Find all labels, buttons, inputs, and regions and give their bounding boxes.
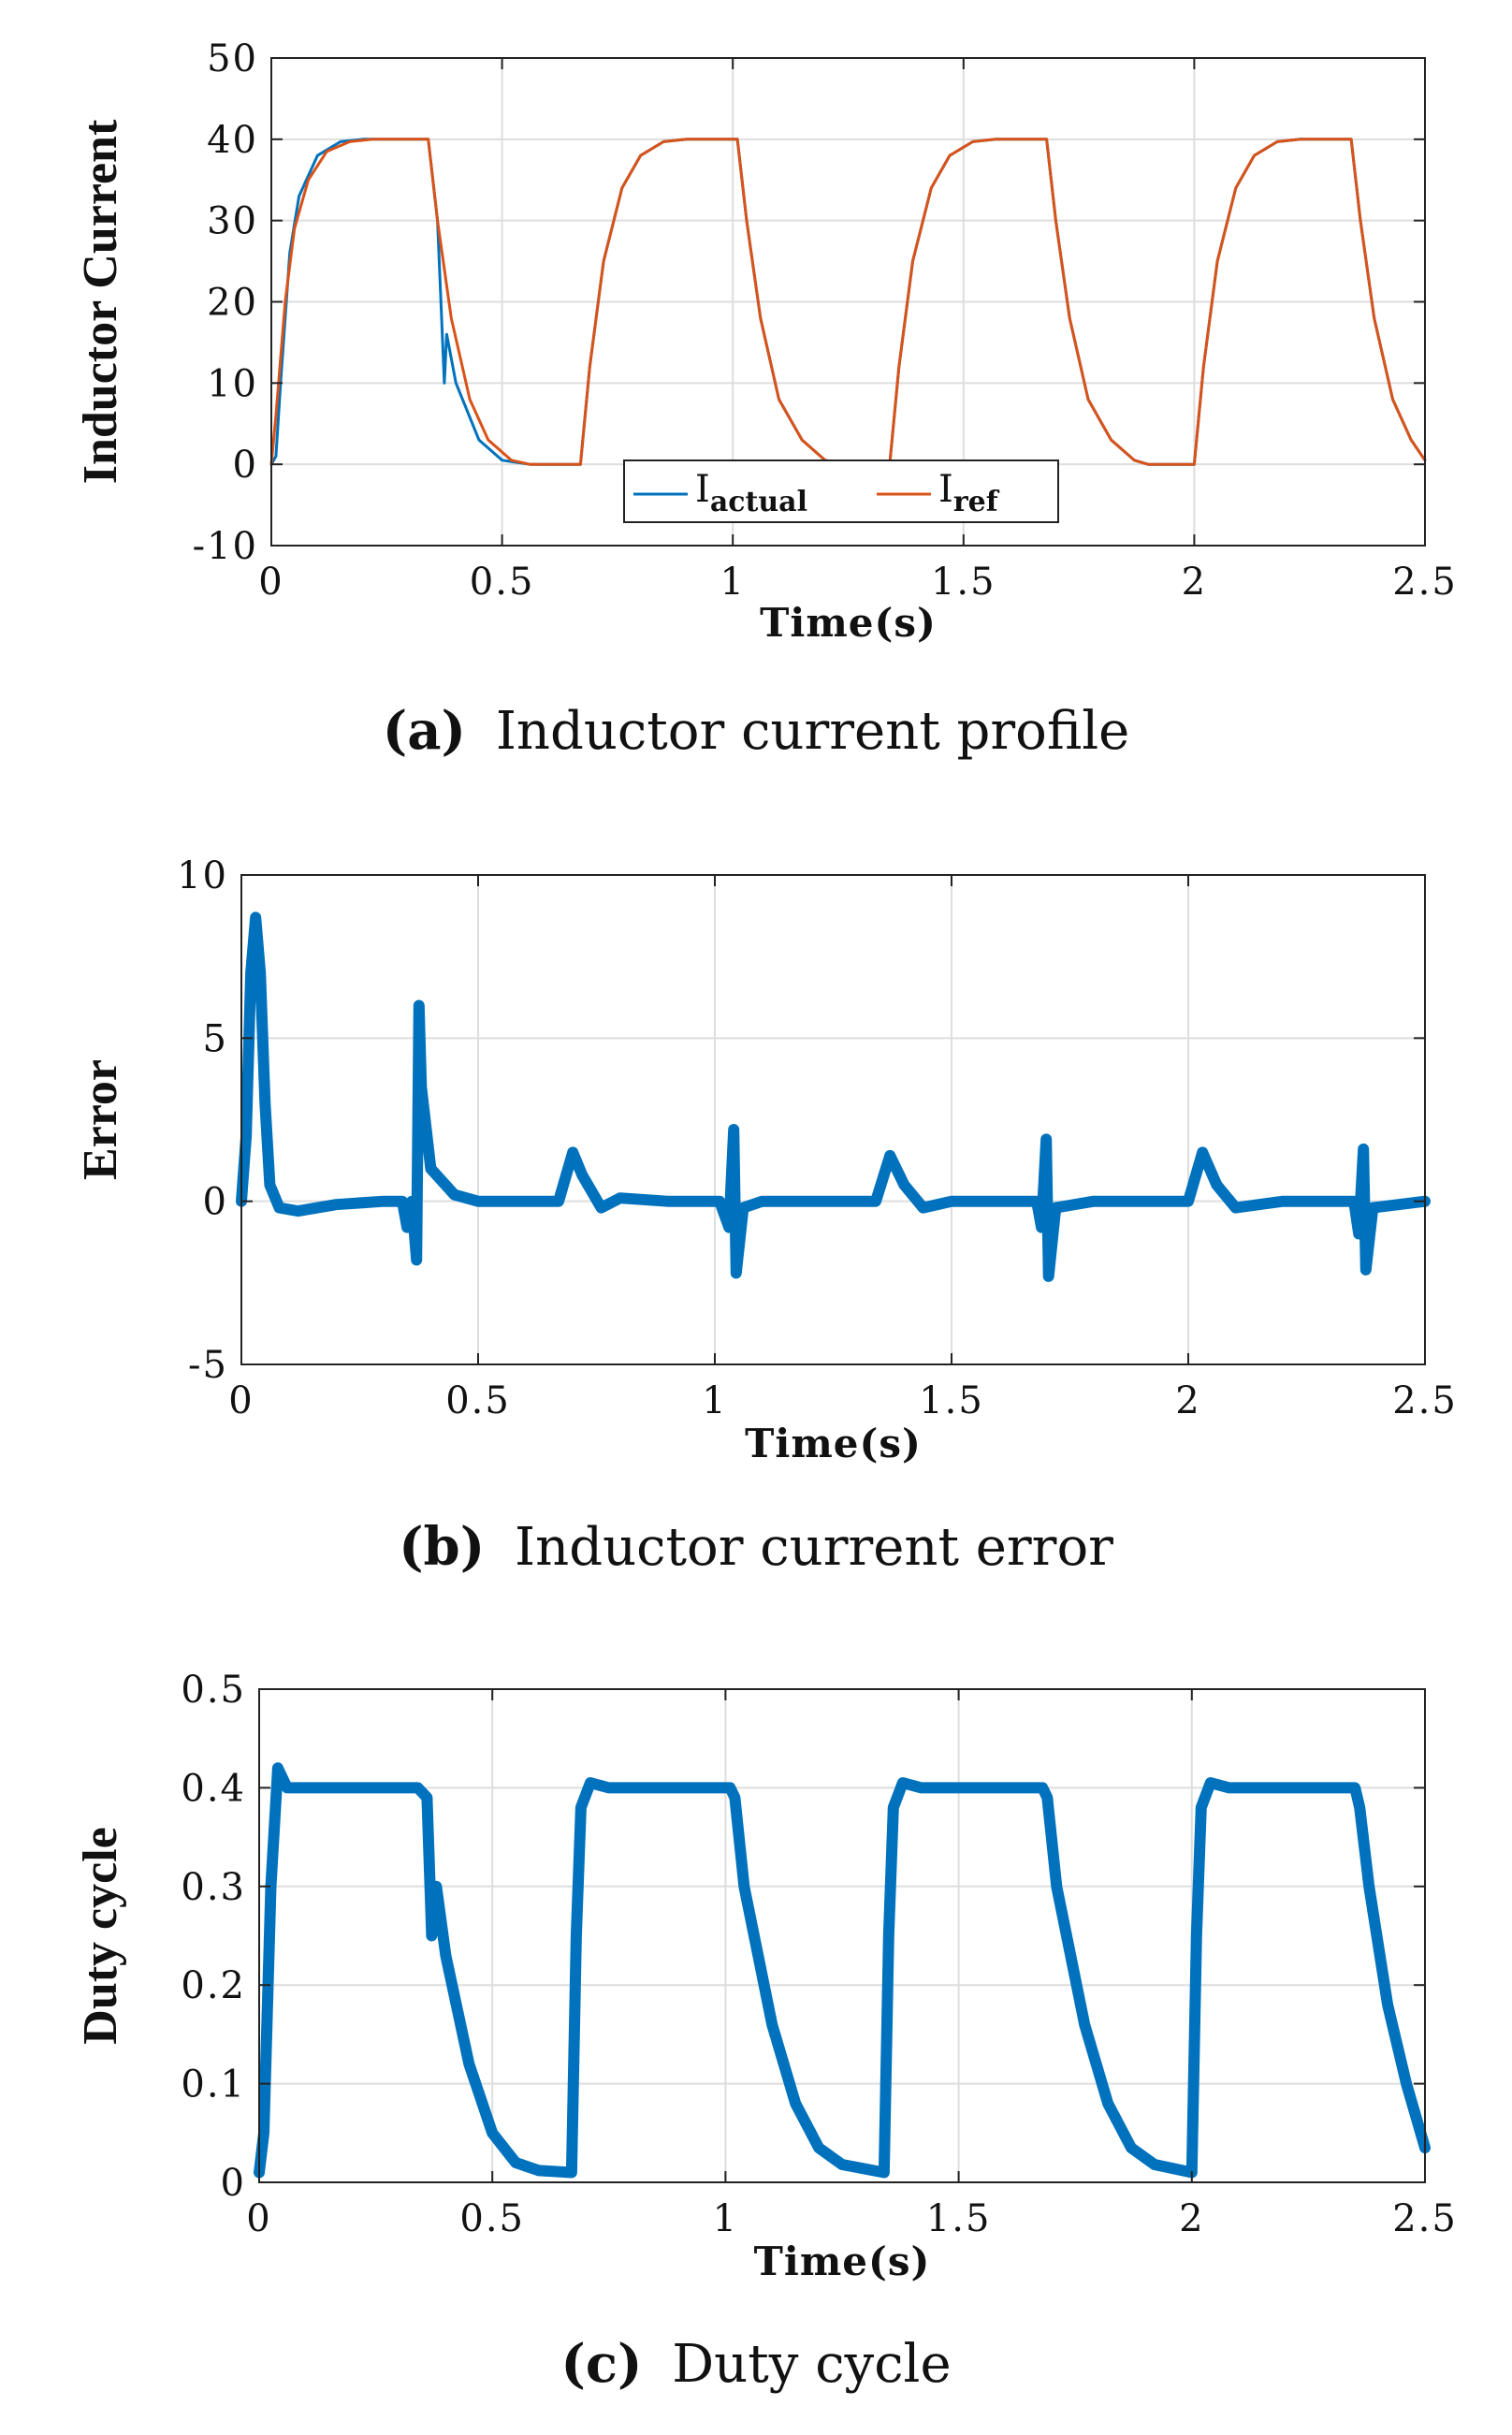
x-tick-label: 1.5 — [931, 561, 996, 604]
y-tick-label: 0.4 — [181, 1767, 246, 1810]
x-axis-label: Time(s) — [754, 2238, 931, 2284]
legend-sub: actual — [710, 486, 807, 518]
x-tick-label: 2 — [1182, 561, 1207, 604]
legend: Iactual Iref — [623, 459, 1059, 523]
y-tick-label: 30 — [207, 200, 258, 243]
axes-frame — [240, 874, 1426, 1365]
axes-frame — [258, 1688, 1426, 2183]
legend-sub: ref — [953, 486, 1000, 518]
legend-entry-actual: Iactual — [695, 468, 807, 518]
caption-tag: (b) — [399, 1516, 485, 1578]
x-tick-label: 0.5 — [445, 1379, 511, 1422]
caption: (c) Duty cycle — [560, 2333, 951, 2395]
caption-text: Inductor current error — [515, 1517, 1113, 1578]
x-tick-label: 2.5 — [1392, 1379, 1458, 1422]
legend-entry-ref: Iref — [938, 468, 1000, 518]
y-tick-label: 50 — [207, 37, 258, 80]
y-tick-label: 40 — [207, 119, 258, 162]
caption-tag: (a) — [383, 700, 466, 762]
y-tick-label: 0.1 — [181, 2063, 246, 2107]
legend-base: I — [938, 468, 953, 511]
legend-box — [623, 459, 1059, 523]
y-tick-label: -10 — [193, 525, 258, 568]
x-tick-label: 0 — [258, 561, 284, 604]
x-tick-label: 2 — [1175, 1379, 1200, 1422]
y-tick-label: 0 — [233, 444, 258, 487]
series-line-duty — [254, 1762, 1431, 2179]
series-line-error — [236, 911, 1431, 1282]
legend-base: I — [695, 468, 710, 511]
y-tick-label: 10 — [207, 362, 258, 405]
y-tick-label: -5 — [188, 1344, 228, 1387]
x-tick-label: 0.5 — [470, 561, 535, 604]
x-tick-label: 2.5 — [1392, 2197, 1458, 2240]
x-tick-label: 1 — [713, 2197, 738, 2240]
x-tick-label: 1 — [702, 1379, 727, 1422]
y-tick-label: 5 — [203, 1017, 228, 1060]
x-tick-label: 1 — [720, 561, 745, 604]
x-tick-label: 1.5 — [926, 2197, 992, 2240]
panel-c: 0 0.5 1 1.5 2 2.5 0 0.1 0.2 0.3 0.4 0.5 Time(s) Dut… — [74, 1669, 1458, 2395]
y-tick-label: 10 — [177, 854, 228, 897]
x-axis-label: Time(s) — [760, 600, 937, 646]
y-tick-label: 0.5 — [181, 1669, 246, 1712]
x-tick-label: 2 — [1179, 2197, 1204, 2240]
y-tick-label: 0 — [221, 2162, 246, 2205]
y-tick-label: 0.3 — [181, 1866, 246, 1909]
x-tick-label: 0 — [246, 2197, 271, 2240]
x-tick-label: 0 — [228, 1379, 254, 1422]
caption-tag: (c) — [560, 2333, 642, 2395]
x-tick-label: 1.5 — [919, 1379, 984, 1422]
y-tick-label: 20 — [207, 282, 258, 325]
caption: (a) Inductor current profile — [383, 700, 1130, 762]
caption-text: Duty cycle — [672, 2334, 951, 2395]
y-axis-label: Duty cycle — [74, 1827, 127, 2044]
x-tick-label: 2.5 — [1392, 561, 1458, 604]
x-axis-label: Time(s) — [745, 1421, 922, 1466]
y-tick-label: 0 — [203, 1181, 228, 1224]
x-tick-label: 0.5 — [459, 2197, 525, 2240]
caption-text: Inductor current profile — [496, 701, 1129, 762]
y-tick-label: 0.2 — [181, 1964, 246, 2007]
caption: (b) Inductor current error — [399, 1516, 1113, 1578]
y-axis-label: Inductor Current — [74, 119, 127, 484]
y-axis-label: Error — [74, 1059, 127, 1180]
